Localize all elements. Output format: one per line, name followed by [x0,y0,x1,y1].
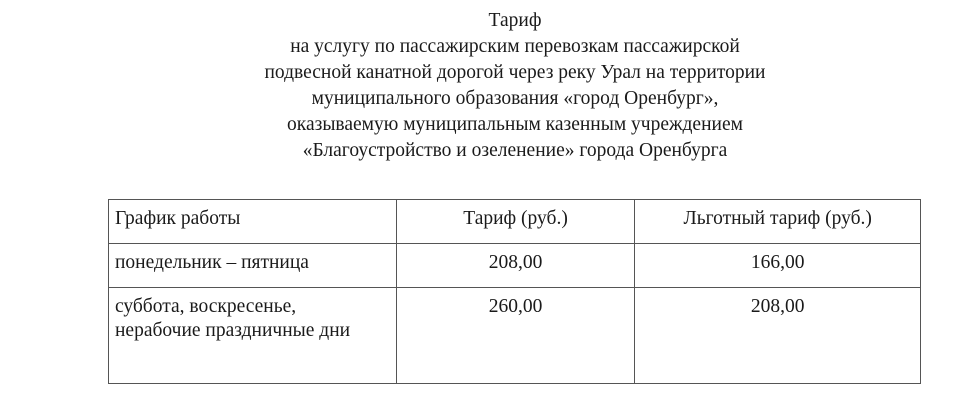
header-discount-tariff: Льготный тариф (руб.) [634,199,921,244]
title-line: Тариф [488,10,542,31]
document-title: Тариф на услугу по пассажирским перевозк… [60,8,963,164]
header-schedule: График работы [108,199,397,244]
title-line: муниципального образования «город Оренбу… [311,88,719,109]
table-row: суббота, воскресенье, нерабочие празднич… [108,287,921,384]
title-line: оказываемую муниципальным казенным учреж… [287,114,743,135]
table-row: понедельник – пятница 208,00 166,00 [108,243,921,288]
cell-discount-tariff: 166,00 [634,243,921,288]
cell-tariff: 208,00 [395,243,636,288]
title-line: на услугу по пассажирским перевозкам пас… [290,36,740,57]
title-line: «Благоустройство и озеленение» города Ор… [302,140,728,161]
title-line: подвесной канатной дорогой через реку Ур… [264,62,766,83]
tariff-table: График работы Тариф (руб.) Льготный тари… [108,199,921,384]
table-header-row: График работы Тариф (руб.) Льготный тари… [108,199,921,244]
cell-schedule: понедельник – пятница [108,243,397,288]
header-tariff: Тариф (руб.) [395,199,636,244]
cell-tariff: 260,00 [395,287,636,384]
cell-schedule: суббота, воскресенье, нерабочие празднич… [108,287,397,384]
cell-discount-tariff: 208,00 [634,287,921,384]
